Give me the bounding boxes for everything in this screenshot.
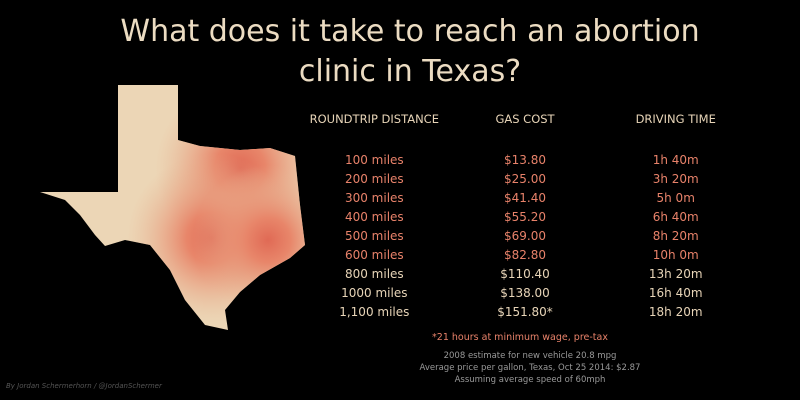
notes: 2008 estimate for new vehicle 20.8 mpg Av… — [400, 350, 660, 386]
table-cell: 200 miles — [344, 171, 404, 186]
table-header: ROUNDTRIP DISTANCE GAS COST DRIVING TIME — [295, 112, 755, 150]
table-row: 400 miles $55.20 6h 40m — [295, 207, 755, 226]
table-row: 600 miles $82.80 10h 0m — [295, 245, 755, 264]
table-cell: 16h 40m — [648, 285, 703, 300]
table-cell: $69.00 — [504, 228, 546, 243]
title: What does it take to reach an abortion c… — [100, 12, 720, 92]
table-cell: 5h 0m — [656, 190, 695, 205]
table-cell: $138.00 — [500, 285, 550, 300]
table-cell: 8h 20m — [652, 228, 699, 243]
table-cell: $25.00 — [504, 171, 546, 186]
table-cell: 3h 20m — [652, 171, 699, 186]
table-row: 1,100 miles $151.80* 18h 20m — [295, 302, 755, 321]
table-cell: 300 miles — [344, 190, 404, 205]
table-row: 300 miles $41.40 5h 0m — [295, 188, 755, 207]
table-cell: 6h 40m — [652, 209, 699, 224]
table-row: 1000 miles $138.00 16h 40m — [295, 283, 755, 302]
table-cell: 500 miles — [344, 228, 404, 243]
note: 2008 estimate for new vehicle 20.8 mpg — [443, 351, 617, 361]
table-cell: $82.80 — [504, 247, 546, 262]
footnote: *21 hours at minimum wage, pre-tax — [432, 332, 608, 343]
table-cell: 10h 0m — [652, 247, 699, 262]
column-header: DRIVING TIME — [635, 112, 716, 126]
title-line: clinic in Texas? — [298, 54, 522, 89]
table-cell: 600 miles — [344, 247, 404, 262]
table-cell: $13.80 — [504, 152, 546, 167]
table-row: 200 miles $25.00 3h 20m — [295, 169, 755, 188]
table-cell: 1000 miles — [341, 285, 408, 300]
table-cell: $55.20 — [504, 209, 546, 224]
table-cell: 400 miles — [344, 209, 404, 224]
table-cell: $151.80* — [497, 304, 553, 319]
table-row: 800 miles $110.40 13h 20m — [295, 264, 755, 283]
credit: By Jordan Schermerhorn / @JordanSchermer — [6, 382, 162, 390]
texas-map — [40, 85, 305, 330]
table-cell: 1h 40m — [652, 152, 699, 167]
table-cell: $110.40 — [500, 266, 550, 281]
table-cell: 1,100 miles — [339, 304, 410, 319]
column-header: ROUNDTRIP DISTANCE — [309, 112, 439, 126]
column-header: GAS COST — [495, 112, 555, 126]
table-cell: 13h 20m — [648, 266, 703, 281]
table-cell: $41.40 — [504, 190, 546, 205]
note: Assuming average speed of 60mph — [454, 375, 606, 385]
table: ROUNDTRIP DISTANCE GAS COST DRIVING TIME 10… — [295, 112, 755, 321]
note: Average price per gallon, Texas, Oct 25 … — [419, 363, 641, 373]
title-line: What does it take to reach an abortion — [120, 14, 700, 49]
table-cell: 800 miles — [344, 266, 404, 281]
table-cell: 18h 20m — [648, 304, 703, 319]
table-row: 500 miles $69.00 8h 20m — [295, 226, 755, 245]
table-cell: 100 miles — [344, 152, 404, 167]
table-row: 100 miles $13.80 1h 40m — [295, 150, 755, 169]
